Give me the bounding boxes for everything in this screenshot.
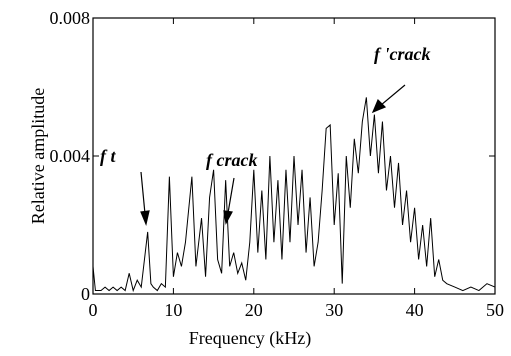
- x-tick-label: 0: [89, 300, 98, 320]
- y-tick-label: 0.004: [50, 146, 91, 166]
- arrows: [140, 84, 406, 226]
- x-axis-label: Frequency (kHz): [189, 328, 311, 349]
- spectrum-line: [92, 97, 496, 293]
- x-tick-label: 10: [164, 300, 182, 320]
- y-tick-label: 0: [81, 284, 90, 304]
- y-tick-label: 0.008: [50, 8, 91, 28]
- x-tick-label: 20: [245, 300, 263, 320]
- annotation: f crack: [206, 150, 257, 170]
- x-tick-label: 40: [406, 300, 424, 320]
- x-tick-label: 30: [325, 300, 343, 320]
- annotation: f 'crack: [374, 44, 430, 64]
- x-tick-label: 50: [486, 300, 504, 320]
- y-axis-label: Relative amplitude: [28, 88, 48, 224]
- annotation: f t: [100, 146, 116, 166]
